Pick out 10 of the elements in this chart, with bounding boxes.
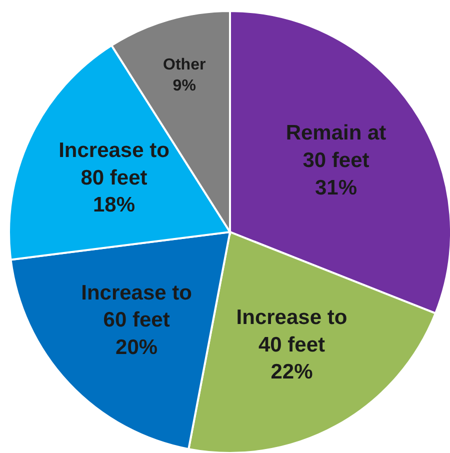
- slice-label: Increase to 80 feet: [58, 138, 170, 189]
- data-label: 18%: [93, 193, 136, 216]
- slice-label: Other: [163, 56, 206, 74]
- slice-label: Remain at 30 feet: [286, 121, 386, 172]
- slice-label: Increase to 40 feet: [236, 306, 348, 356]
- data-label: 9%: [172, 76, 196, 94]
- slice-label: Increase to 60 feet: [81, 280, 192, 332]
- data-label: 31%: [315, 176, 358, 199]
- data-label: 20%: [116, 336, 158, 359]
- data-label: 22%: [270, 360, 314, 384]
